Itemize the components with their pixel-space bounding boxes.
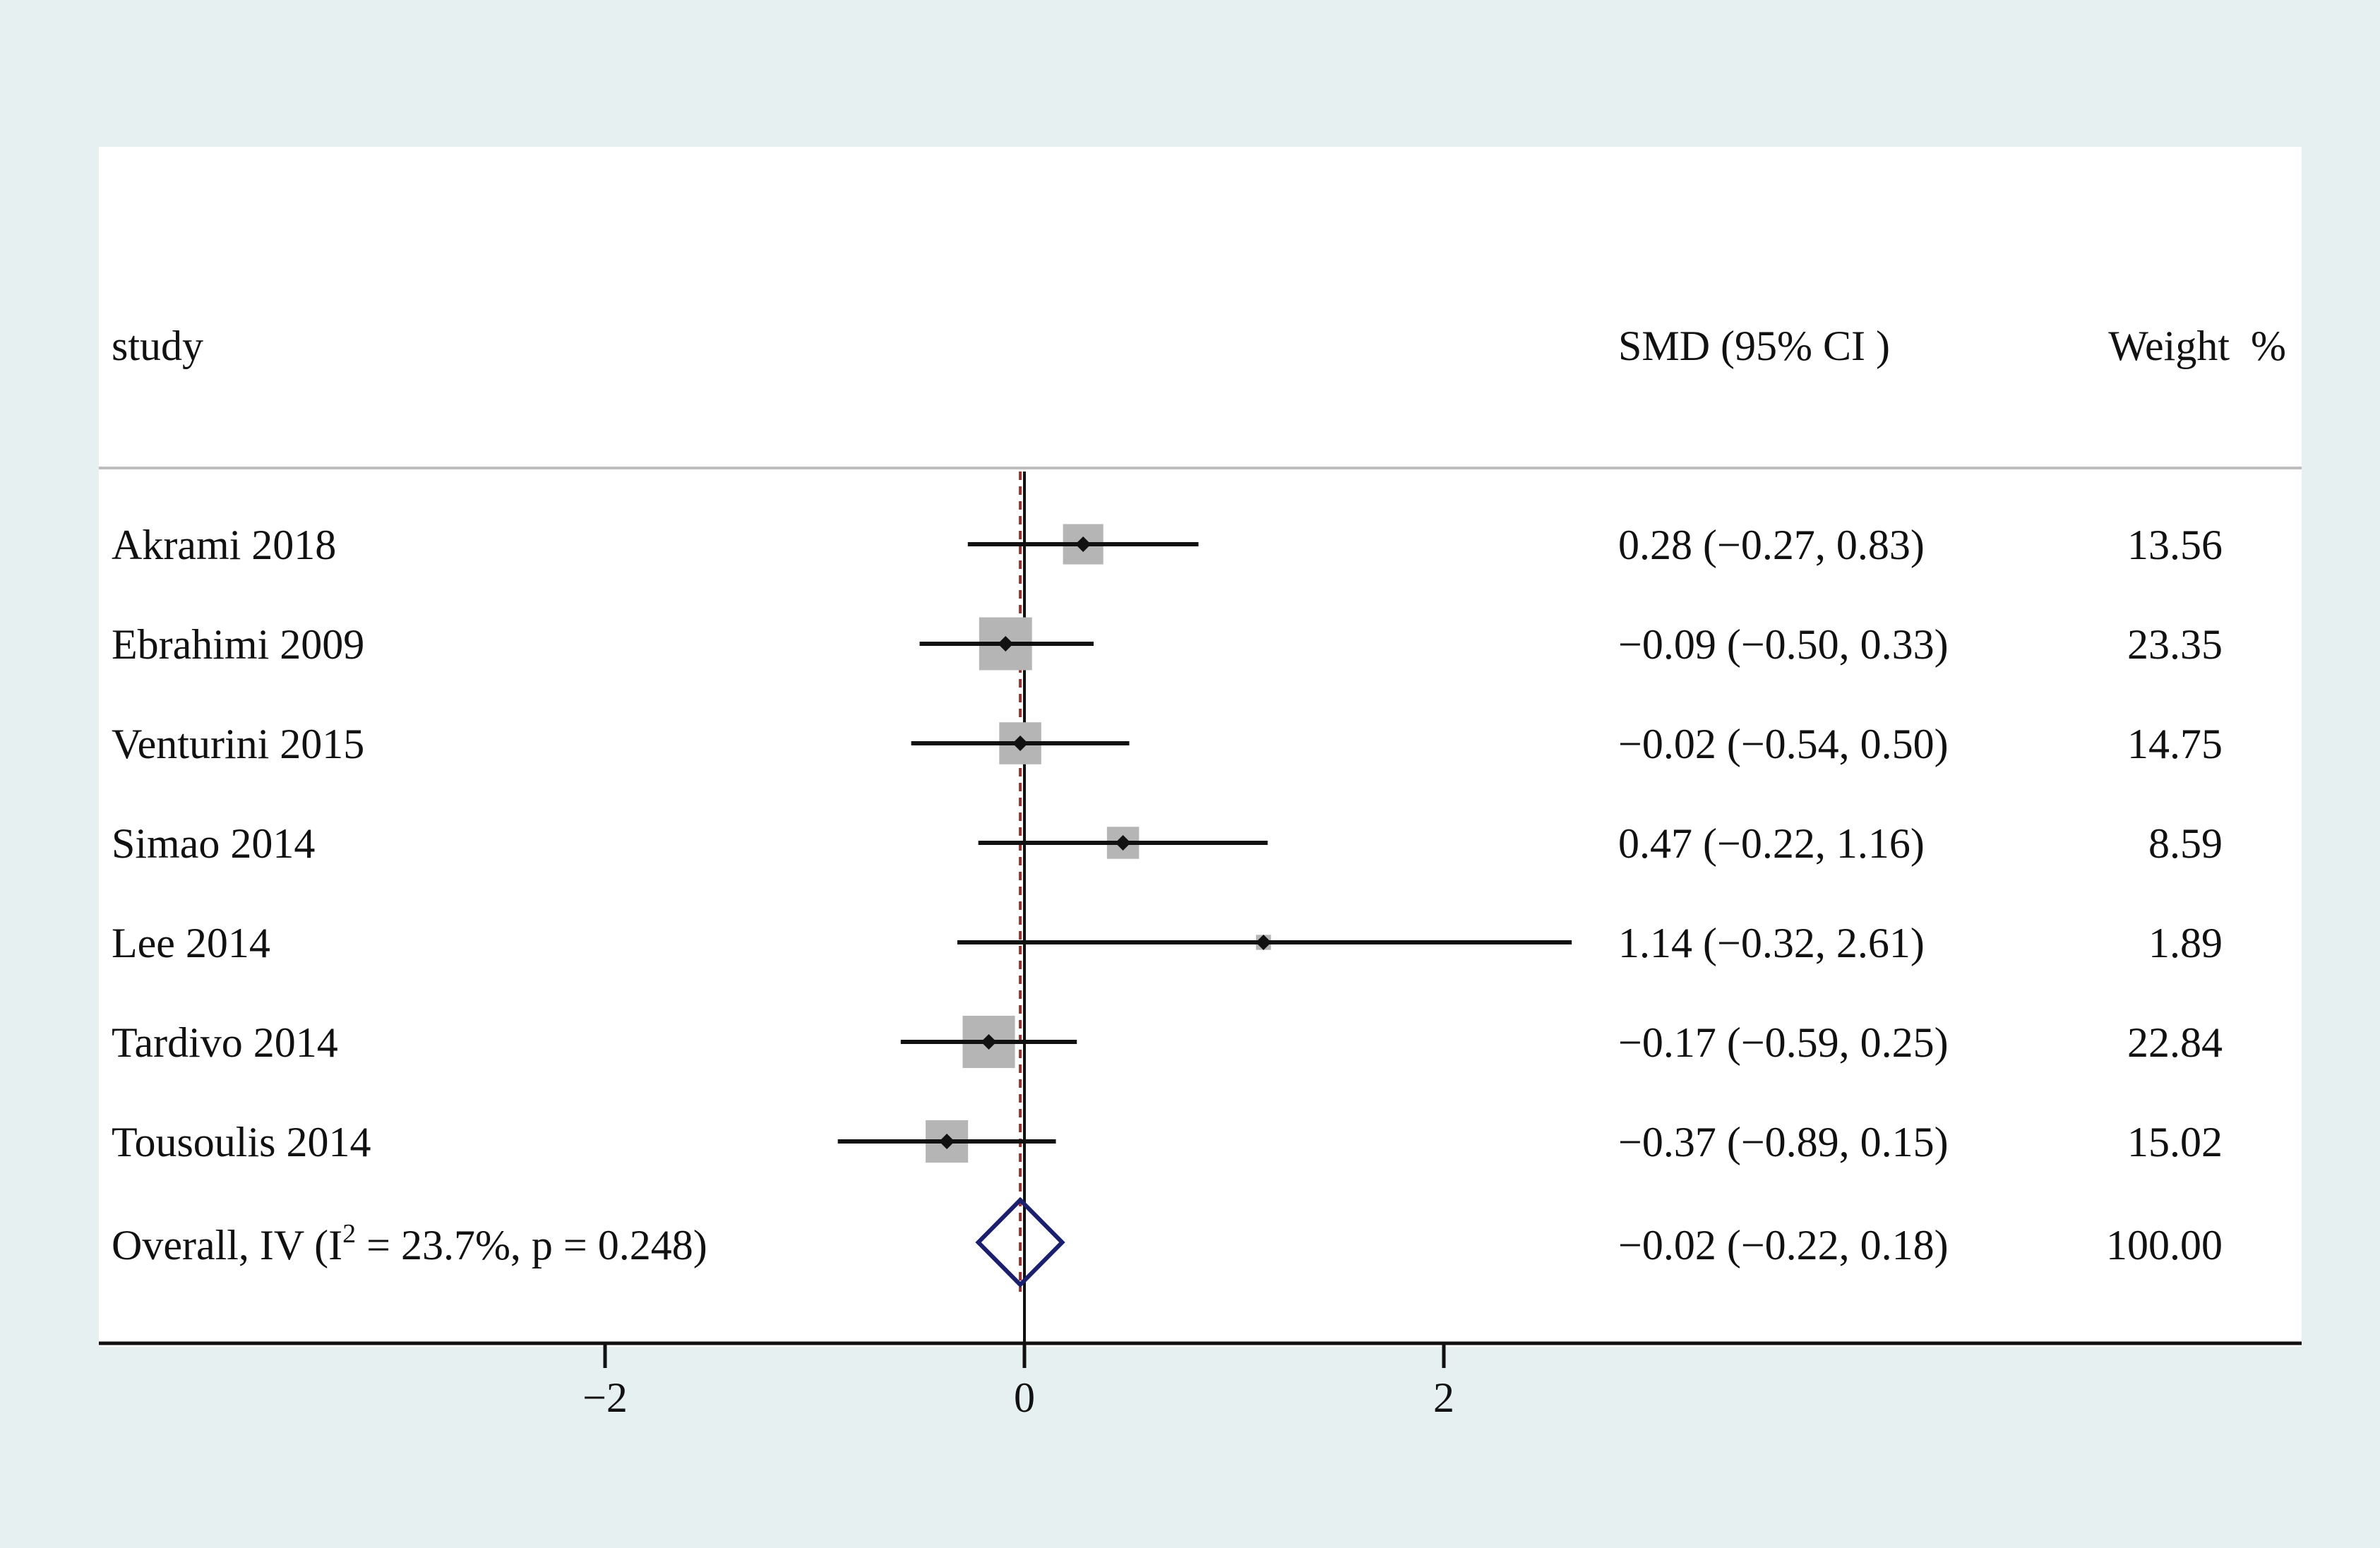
point-estimate-marker: [1012, 736, 1029, 751]
plot-area: [99, 147, 2302, 1347]
study-name: Ebrahimi 2009: [112, 621, 364, 668]
weight-text: 13.56: [2127, 522, 2223, 568]
header-weight: Weight %: [2108, 323, 2286, 369]
header-effect: SMD (95% CI ): [1618, 323, 1890, 369]
ci-text: 0.47 (−0.22, 1.16): [1618, 820, 1925, 867]
point-estimate-marker: [998, 636, 1014, 652]
weight-text: 23.35: [2127, 621, 2223, 668]
study-row: Ebrahimi 2009 −0.09 (−0.50, 0.33) 23.35: [112, 617, 2223, 671]
weight-text: 8.59: [2148, 820, 2223, 867]
point-estimate-marker: [1255, 935, 1272, 950]
ci-text: −0.02 (−0.54, 0.50): [1618, 721, 1949, 767]
ci-text: 0.28 (−0.27, 0.83): [1618, 522, 1925, 568]
study-row: Tardivo 2014 −0.17 (−0.59, 0.25) 22.84: [112, 1015, 2223, 1069]
x-tick-label: 2: [1433, 1374, 1454, 1421]
ci-text: −0.09 (−0.50, 0.33): [1618, 621, 1949, 668]
point-estimate-marker: [939, 1134, 955, 1149]
ci-text: 1.14 (−0.32, 2.61): [1618, 920, 1925, 966]
study-row: Simao 2014 0.47 (−0.22, 1.16) 8.59: [112, 820, 2223, 867]
ci-text: −0.17 (−0.59, 0.25): [1618, 1019, 1949, 1066]
study-name: Simao 2014: [112, 820, 315, 867]
study-rows: Akrami 2018 0.28 (−0.27, 0.83) 13.56 Ebrahi…: [112, 522, 2223, 1165]
weight-text: 1.89: [2148, 920, 2223, 966]
study-name: Tardivo 2014: [112, 1019, 338, 1066]
x-tick-label: −2: [582, 1374, 628, 1421]
weight-text: 14.75: [2127, 721, 2223, 767]
study-name: Lee 2014: [112, 920, 270, 966]
study-name: Akrami 2018: [112, 522, 336, 568]
header-study: study: [112, 323, 203, 369]
x-tick-label: 0: [1014, 1374, 1035, 1421]
overall-weight-text: 100.00: [2106, 1222, 2223, 1268]
weight-text: 22.84: [2127, 1019, 2223, 1066]
study-row: Akrami 2018 0.28 (−0.27, 0.83) 13.56: [112, 522, 2223, 568]
overall-ci-text: −0.02 (−0.22, 0.18): [1618, 1222, 1949, 1268]
overall-label-superscript: 2: [342, 1219, 356, 1249]
point-estimate-marker: [1115, 835, 1131, 851]
overall-label: Overall, IV (I2 = 23.7%, p = 0.248): [112, 1219, 707, 1268]
overall-label-suffix: = 23.7%, p = 0.248): [356, 1222, 707, 1268]
overall-label-prefix: Overall, IV (I: [112, 1222, 342, 1268]
point-estimate-marker: [1075, 536, 1092, 552]
study-row: Lee 2014 1.14 (−0.32, 2.61) 1.89: [112, 920, 2223, 966]
study-name: Tousoulis 2014: [112, 1119, 371, 1165]
overall-diamond: [975, 1196, 1065, 1288]
x-axis-ticks: −2 0 2: [582, 1343, 1454, 1421]
point-estimate-marker: [981, 1034, 997, 1050]
study-name: Venturini 2015: [112, 721, 364, 767]
study-row: Venturini 2015 −0.02 (−0.54, 0.50) 14.75: [112, 721, 2223, 767]
ci-text: −0.37 (−0.89, 0.15): [1618, 1119, 1949, 1165]
weight-text: 15.02: [2127, 1119, 2223, 1165]
study-row: Tousoulis 2014 −0.37 (−0.89, 0.15) 15.02: [112, 1119, 2223, 1165]
